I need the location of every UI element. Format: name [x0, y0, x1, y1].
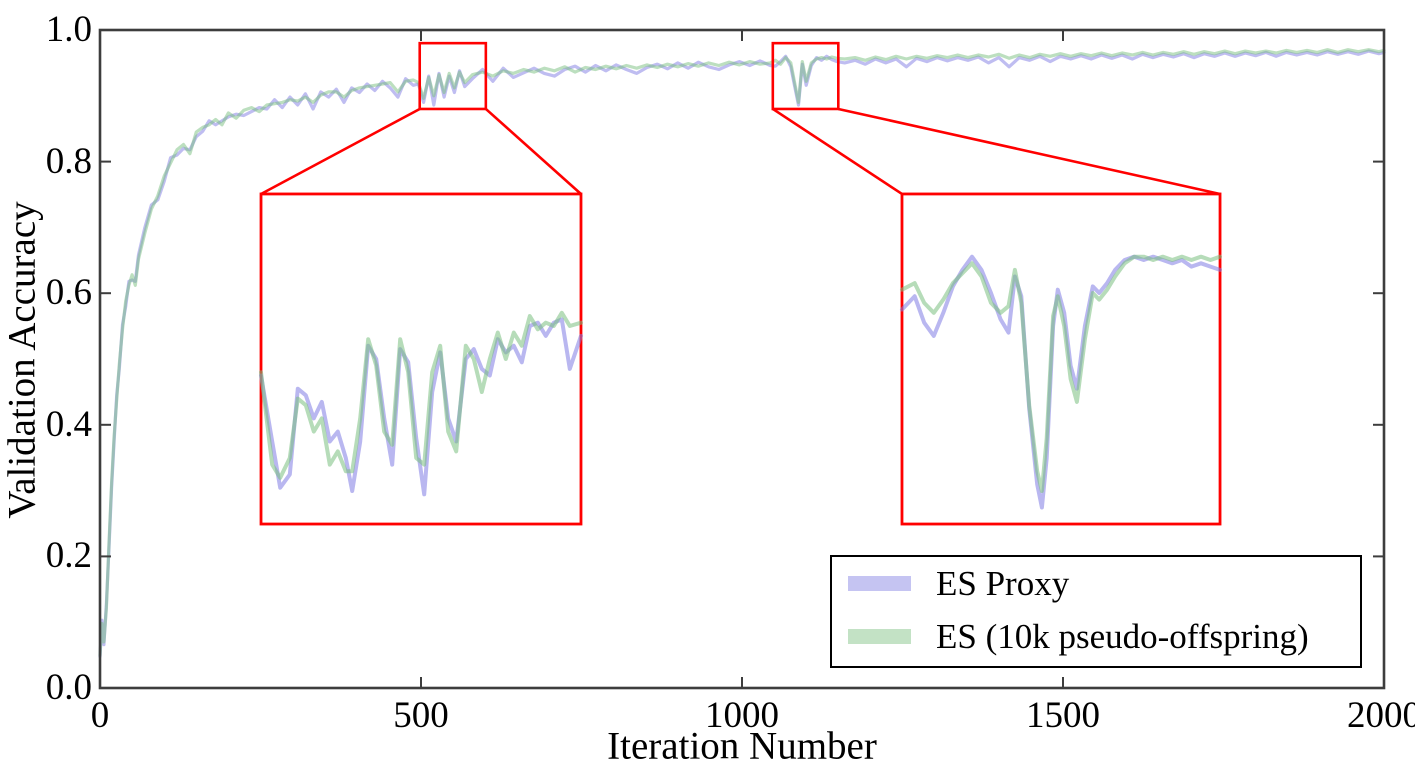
x-tick-label-4: 2000 [1347, 695, 1415, 736]
legend-label-es-pseudo-offspring: ES (10k pseudo-offspring) [936, 617, 1309, 656]
x-tick-label-0: 0 [90, 695, 110, 736]
y-tick-label-3: 0.6 [45, 272, 92, 313]
x-tick-label-1: 500 [393, 695, 449, 736]
y-tick-label-2: 0.4 [45, 404, 92, 445]
x-tick-label-2: 1000 [705, 695, 779, 736]
y-tick-label-5: 1.0 [45, 9, 92, 50]
x-tick-label-3: 1500 [1026, 695, 1100, 736]
y-axis-label: Validation Accuracy [0, 201, 44, 519]
legend-label-es-proxy: ES Proxy [936, 564, 1070, 603]
y-tick-label-4: 0.8 [45, 141, 92, 182]
legend: ES Proxy ES (10k pseudo-offspring) [830, 555, 1362, 668]
x-axis-label: Iteration Number [607, 724, 877, 768]
y-tick-label-0: 0.0 [45, 667, 92, 708]
legend-swatch-es-proxy [848, 576, 911, 591]
y-tick-label-1: 0.2 [45, 535, 92, 576]
legend-swatch-es-pseudo-offspring [848, 629, 911, 644]
